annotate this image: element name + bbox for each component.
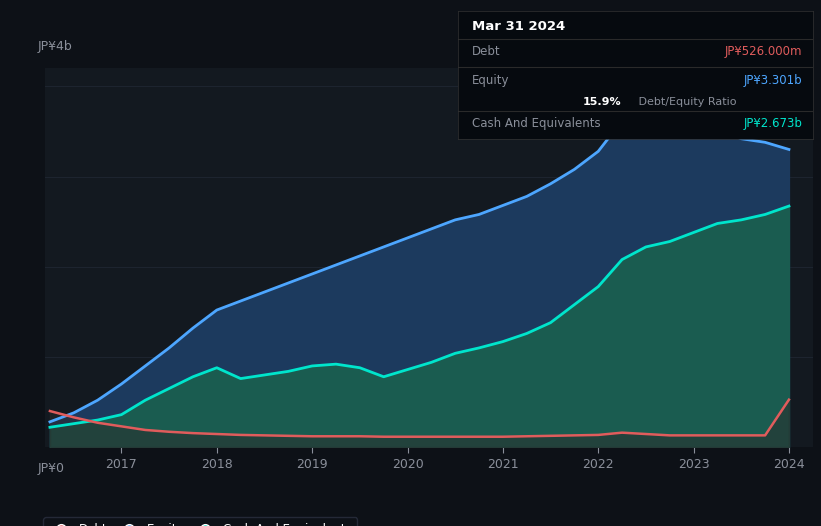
Text: Mar 31 2024: Mar 31 2024 bbox=[472, 19, 566, 33]
Text: JP¥526.000m: JP¥526.000m bbox=[725, 45, 802, 58]
Text: JP¥0: JP¥0 bbox=[38, 462, 65, 476]
Text: Debt: Debt bbox=[472, 45, 501, 58]
Text: Cash And Equivalents: Cash And Equivalents bbox=[472, 117, 601, 130]
Text: JP¥2.673b: JP¥2.673b bbox=[743, 117, 802, 130]
Text: Equity: Equity bbox=[472, 74, 510, 87]
Text: JP¥3.301b: JP¥3.301b bbox=[744, 74, 802, 87]
Text: 15.9%: 15.9% bbox=[582, 97, 621, 107]
Text: Debt/Equity Ratio: Debt/Equity Ratio bbox=[635, 97, 737, 107]
Legend: Debt, Equity, Cash And Equivalents: Debt, Equity, Cash And Equivalents bbox=[44, 518, 357, 526]
Text: JP¥4b: JP¥4b bbox=[38, 40, 72, 53]
